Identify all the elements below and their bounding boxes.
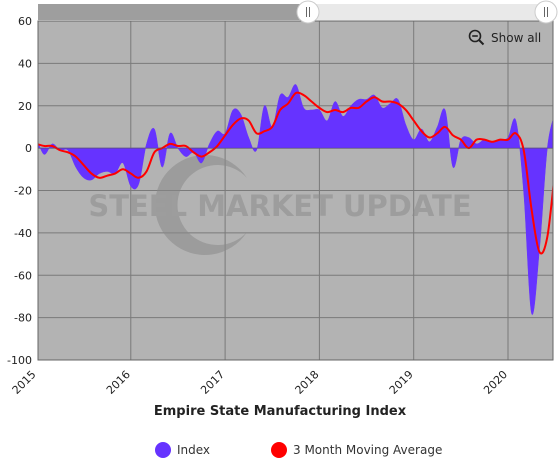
chart-title: Empire State Manufacturing Index (153, 404, 407, 419)
index-area (38, 84, 553, 315)
legend-marker-moving-average (271, 442, 287, 458)
series-group (38, 84, 553, 315)
watermark-text: STEEL MARKET UPDATE (88, 189, 471, 223)
legend-item-moving-average[interactable]: 3 Month Moving Average (271, 442, 442, 458)
legend: Index 3 Month Moving Average (0, 442, 560, 462)
watermark-swoosh (154, 155, 247, 255)
legend-label-index: Index (177, 443, 211, 457)
plot-border (37, 20, 554, 361)
y-tick-label: 40 (18, 57, 32, 70)
zoom-out-icon (468, 29, 485, 46)
legend-item-index[interactable]: Index (155, 442, 210, 458)
x-tick-label: 2018 (293, 368, 322, 397)
legend-label-moving-average: 3 Month Moving Average (293, 443, 443, 457)
navigator-selected-range[interactable] (308, 4, 546, 20)
y-tick-label: -40 (14, 227, 32, 240)
range-navigator (38, 0, 558, 24)
x-tick-label: 2015 (10, 368, 39, 397)
navigator-handle-right[interactable] (534, 0, 558, 24)
y-tick-label: 0 (25, 142, 32, 155)
x-tick-label: 2019 (387, 368, 416, 397)
y-tick-label: 60 (18, 15, 32, 28)
y-tick-label: -80 (14, 312, 32, 325)
show-all-button[interactable]: Show all (468, 29, 541, 46)
x-tick-label: 2017 (198, 368, 227, 397)
drag-handle-icon[interactable] (534, 0, 558, 24)
moving-average-line (38, 91, 553, 255)
y-tick-label: -20 (14, 185, 32, 198)
drag-handle-icon[interactable] (296, 0, 320, 24)
show-all-label: Show all (491, 30, 542, 45)
y-tick-label: -60 (14, 269, 32, 282)
x-tick-label: 2020 (481, 368, 510, 397)
series-moving-average (38, 91, 553, 255)
y-tick-label: -100 (7, 354, 32, 367)
navigator-handle-left[interactable] (296, 0, 320, 24)
watermark-logo: STEEL MARKET UPDATE (88, 155, 472, 255)
series-index (38, 84, 553, 315)
y-tick-label: 20 (18, 100, 32, 113)
legend-marker-index (155, 442, 171, 458)
x-tick-label: 2016 (104, 368, 133, 397)
